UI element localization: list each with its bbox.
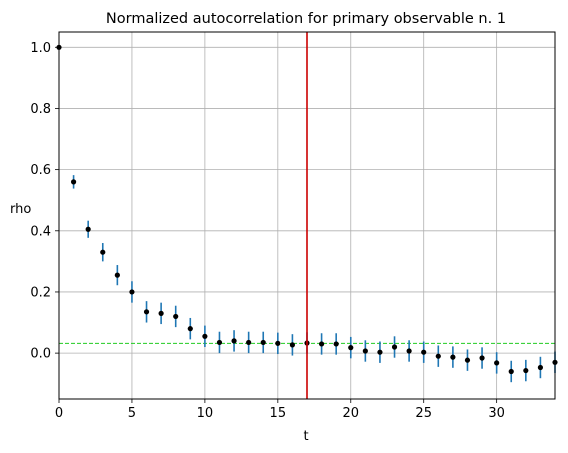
x-tick-label: 10 (197, 406, 214, 421)
x-tick-label: 0 (55, 406, 63, 421)
data-point (275, 340, 281, 346)
y-tick-label: 0.4 (30, 224, 51, 239)
data-point (435, 353, 441, 359)
data-point (362, 348, 368, 354)
y-axis-ticks: 0.0 0.2 0.4 0.6 0.8 1.0 (30, 41, 59, 362)
data-point (129, 289, 135, 295)
data-point (479, 355, 485, 361)
data-point (406, 348, 412, 354)
data-point (421, 349, 427, 355)
plot-frame (58, 31, 556, 400)
x-tick-label: 5 (128, 406, 136, 421)
x-tick-label: 15 (270, 406, 287, 421)
data-point (260, 339, 266, 346)
x-tick-label: 20 (342, 406, 359, 421)
x-tick-label: 25 (415, 406, 432, 421)
data-point (173, 313, 179, 320)
data-point (187, 326, 193, 332)
data-point (508, 368, 514, 375)
data-point (450, 354, 456, 360)
data-point (523, 367, 529, 374)
x-axis-ticks: 0 5 10 15 20 25 30 (55, 399, 505, 421)
data-point (537, 364, 544, 371)
data-point (391, 344, 398, 350)
data-point (377, 349, 383, 355)
data-point (216, 339, 223, 346)
x-tick-label: 30 (488, 406, 505, 421)
data-point (348, 345, 354, 351)
chart-title: Normalized autocorrelation for primary o… (106, 11, 506, 27)
data-point (246, 339, 252, 346)
data-point (100, 249, 106, 255)
data-point (114, 272, 120, 278)
data-point (333, 341, 339, 347)
y-tick-label: 0.0 (30, 347, 51, 362)
data-point (143, 309, 150, 315)
data-point (158, 310, 164, 316)
data-point (202, 333, 208, 339)
y-axis-label: rho (10, 202, 31, 217)
y-tick-label: 0.2 (30, 285, 51, 300)
y-tick-label: 1.0 (30, 41, 51, 56)
y-tick-label: 0.8 (30, 102, 51, 117)
data-point (70, 179, 77, 185)
data-point (318, 341, 325, 347)
data-point (289, 342, 296, 348)
y-tick-label: 0.6 (30, 163, 51, 178)
data-points (56, 44, 558, 375)
error-bars (72, 175, 556, 383)
data-point (464, 357, 471, 363)
data-point (494, 360, 500, 366)
data-point (231, 338, 237, 344)
x-axis-label: t (303, 429, 308, 444)
data-point (85, 226, 91, 232)
